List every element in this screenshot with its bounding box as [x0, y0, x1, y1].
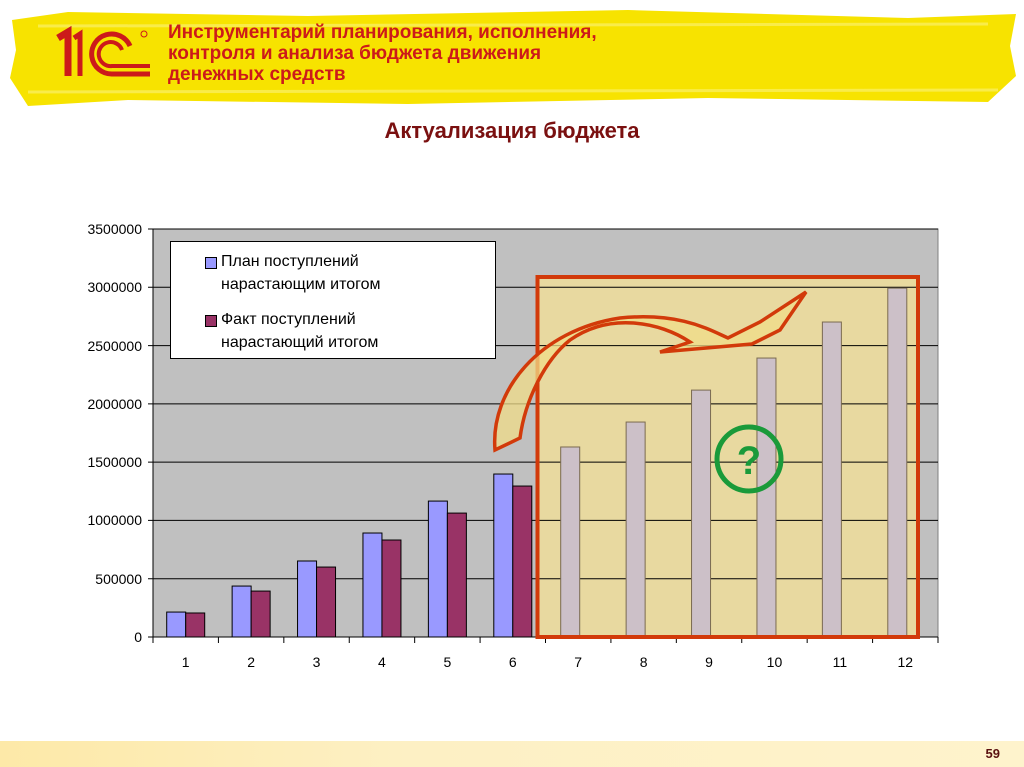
fact-swatch-icon [205, 315, 217, 327]
forecast-bar [625, 421, 646, 638]
chart-title: Актуализация бюджета [384, 118, 640, 143]
plan-bar [297, 560, 318, 638]
x-tick-label: 5 [443, 654, 452, 670]
plan-bar [166, 611, 187, 638]
x-tick-label: 3 [312, 654, 321, 670]
forecast-bar [560, 446, 581, 638]
y-tick-label: 0 [134, 629, 142, 645]
y-tick-label: 3500000 [87, 221, 142, 237]
fact-bar [316, 566, 337, 638]
question-mark-icon [714, 424, 784, 494]
chart-legend: План поступлений нарастающим итогом Факт… [170, 241, 496, 359]
plan-bar [231, 585, 252, 638]
fact-bar [381, 539, 402, 638]
legend-item-plan: План поступлений нарастающим итогом [205, 250, 381, 296]
plan-bar [493, 473, 514, 638]
y-tick-label: 3000000 [87, 279, 142, 296]
x-tick-label: 7 [574, 654, 583, 670]
fact-bar [185, 612, 206, 638]
y-tick-label: 2000000 [87, 395, 142, 412]
plan-bar [427, 500, 448, 638]
fact-bar [250, 590, 271, 638]
forecast-bar [756, 357, 777, 638]
forecast-bar [821, 321, 842, 638]
forecast-bar [691, 389, 712, 638]
x-tick-label: 8 [639, 654, 648, 670]
page-number: 59 [985, 746, 1000, 761]
y-tick-label: 1000000 [87, 512, 142, 529]
x-tick-label: 9 [705, 654, 713, 670]
y-tick-label: 1500000 [87, 454, 142, 471]
slide-header-title: Инструментарий планирования, исполнения,… [168, 22, 728, 85]
fact-bar [446, 512, 467, 638]
fact-bar [512, 485, 533, 638]
x-tick-label: 6 [508, 654, 517, 670]
curved-arrow-icon [492, 290, 808, 453]
slide-footer [0, 741, 1024, 767]
x-tick-label: 11 [832, 654, 848, 670]
plan-swatch-icon [205, 257, 217, 269]
legend-fact-line1: Факт поступлений [221, 311, 356, 328]
svg-text:?: ? [737, 439, 761, 483]
header-banner [10, 10, 1016, 106]
bar-chart: ? [148, 228, 939, 643]
legend-plan-line2: нарастающим итогом [221, 276, 381, 293]
x-tick-label: 10 [766, 654, 783, 670]
forecast-bar [887, 287, 908, 638]
legend-item-fact: Факт поступлений нарастающий итогом [205, 308, 379, 354]
legend-fact-line2: нарастающий итогом [221, 334, 379, 351]
x-tick-label: 4 [378, 654, 386, 670]
x-tick-label: 1 [181, 654, 190, 670]
title-line-2: контроля и анализа бюджета движения [168, 43, 542, 64]
title-line-3: денежных средств [168, 64, 346, 85]
title-line-1: Инструментарий планирования, исполнения, [168, 22, 597, 43]
logo-1c-icon [56, 25, 150, 77]
y-tick-label: 500000 [95, 570, 142, 587]
x-tick-label: 12 [897, 654, 914, 670]
legend-plan-line1: План поступлений [221, 253, 359, 270]
plan-bar [362, 532, 383, 638]
y-tick-label: 2500000 [87, 337, 142, 354]
x-tick-label: 2 [247, 654, 256, 670]
